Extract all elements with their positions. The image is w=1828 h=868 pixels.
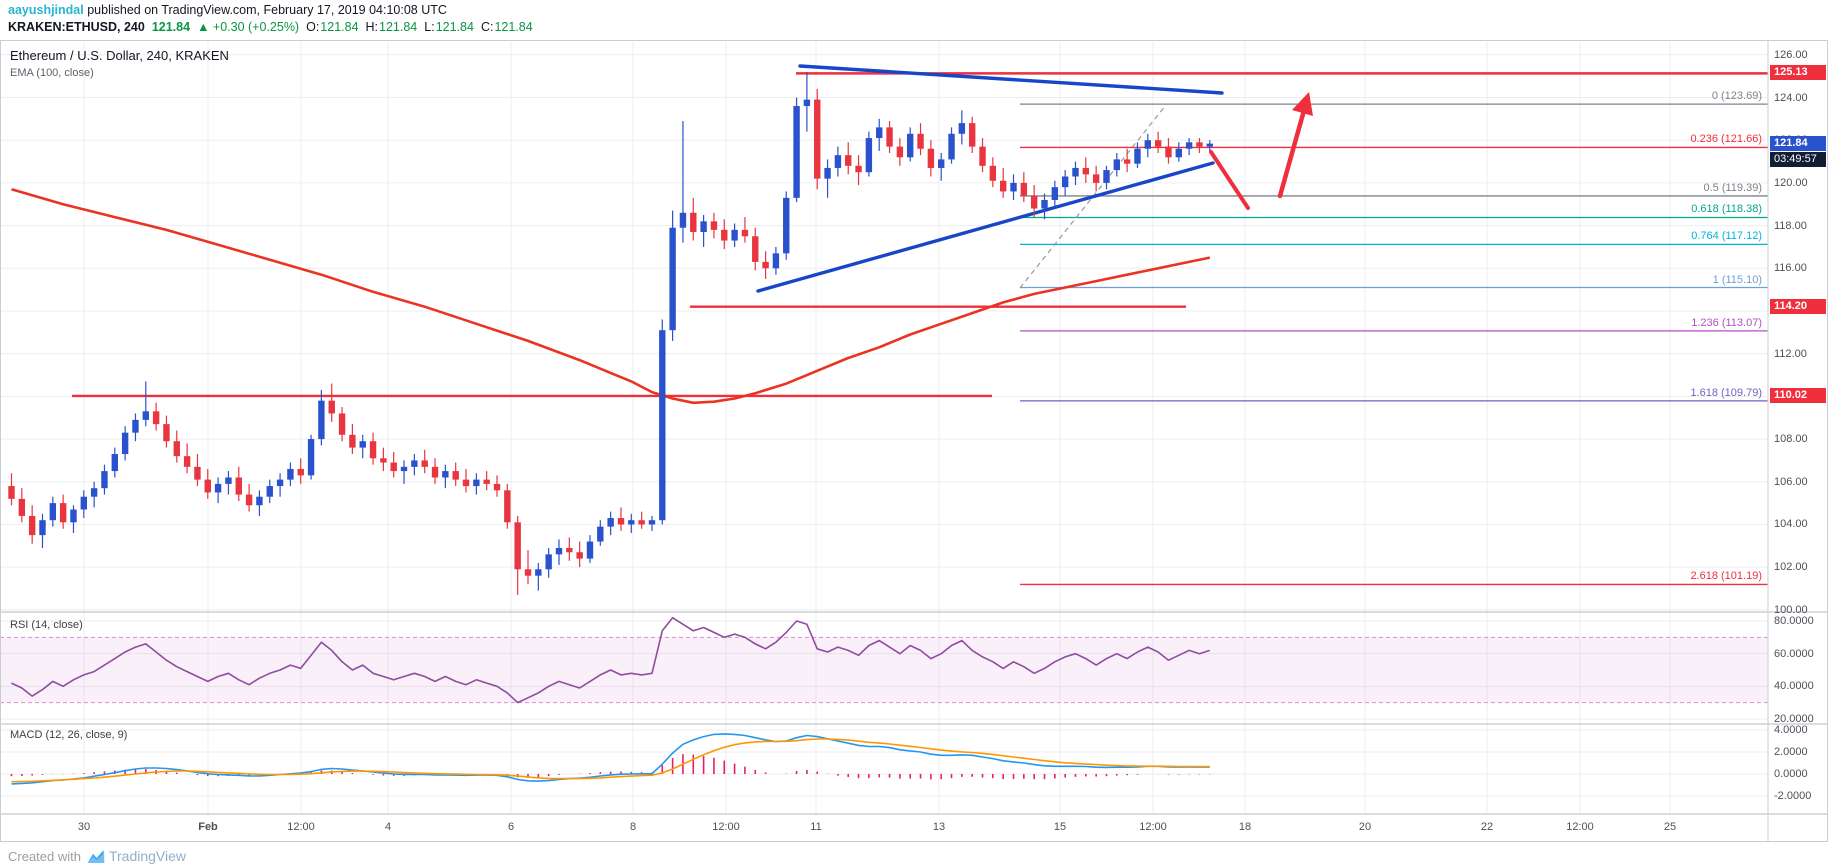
symbol-name: KRAKEN:ETHUSD, 240 <box>8 20 145 34</box>
ohlc-key: L: <box>424 20 435 34</box>
ohlc-key: H: <box>365 20 379 34</box>
ema-line <box>11 188 1211 405</box>
drawing-annotations <box>72 64 1768 398</box>
pane-frame <box>0 40 1828 842</box>
tradingview-logo-icon <box>87 849 105 864</box>
ohlc-key: O: <box>306 20 320 34</box>
pane-title-rsi-indicator: RSI (14, close) <box>10 619 83 631</box>
candlestick-series <box>8 71 1213 595</box>
byline: aayushjindal published on TradingView.co… <box>8 3 447 17</box>
author-username[interactable]: aayushjindal <box>8 3 84 17</box>
pane-title-macd-indicator: MACD (12, 26, close, 9) <box>10 729 128 741</box>
fib-retracement-lines <box>1020 103 1768 586</box>
publish-info: published on TradingView.com, February 1… <box>83 3 447 17</box>
publish-header: aayushjindal published on TradingView.co… <box>0 0 1828 40</box>
macd-plot <box>10 733 1211 785</box>
rsi-band <box>0 636 1768 704</box>
tradingview-watermark: Created with TradingView <box>8 846 186 866</box>
ohlc-value: 121.84 <box>320 20 359 34</box>
ohlc-key: C: <box>480 20 494 34</box>
symbol-info-bar: KRAKEN:ETHUSD, 240 121.84 ▲ +0.30 (+0.25%)… <box>8 20 540 34</box>
rsi-plot <box>11 616 1211 704</box>
tradingview-brand[interactable]: TradingView <box>108 848 187 864</box>
pane-title-ema-indicator: EMA (100, close) <box>10 67 94 79</box>
pane-title-symbol: Ethereum / U.S. Dollar, 240, KRAKEN <box>10 48 229 63</box>
ohlc-value: 121.84 <box>379 20 418 34</box>
price-change: ▲ +0.30 (+0.25%) <box>197 20 300 34</box>
watermark-text: Created with <box>8 848 81 864</box>
last-price: 121.84 <box>151 20 191 34</box>
ohlc-value: 121.84 <box>494 20 533 34</box>
ohlc-value: 121.84 <box>435 20 474 34</box>
